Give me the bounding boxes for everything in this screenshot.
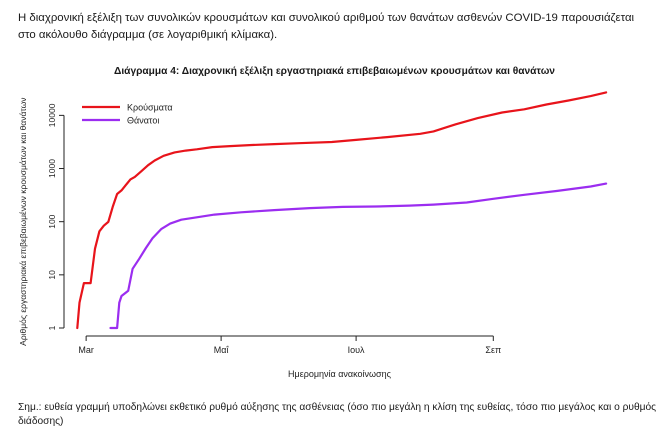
y-tick-label: 10 [47, 270, 57, 280]
series-layer [76, 91, 608, 330]
chart-title: Διάγραμμα 4: Διαχρονική εξέλιξη εργαστηρ… [114, 66, 555, 77]
chart-plot: 1 10 100 1000 10000 Αριθμός εργαστηριακά επιβ… [18, 91, 608, 379]
plot-area: 1 10 100 1000 10000 Αριθμός εργαστηριακά επιβ… [18, 98, 501, 379]
legend-label: Θάνατοι [127, 116, 159, 126]
intro-paragraph: Η διαχρονική εξέλιξη των συνολικών κρουσ… [18, 12, 635, 41]
series-line-1 [76, 91, 608, 330]
y-tick-label: 1000 [47, 159, 57, 178]
legend: Κρούσματα Θάνατοι [82, 103, 173, 126]
legend-label: Κρούσματα [127, 103, 173, 113]
y-tick-label: 10000 [47, 103, 57, 127]
y-tick-label: 1 [47, 325, 57, 330]
x-tick-label: Mar [78, 345, 94, 355]
x-tick-label: Μαΐ [214, 345, 230, 355]
y-tick-label: 100 [47, 214, 57, 228]
series-line-2 [109, 182, 608, 330]
y-axis-label: Αριθμός εργαστηριακά επιβεβαιωμένων κρου… [18, 98, 28, 346]
x-tick-label: Σεπ [485, 345, 501, 355]
x-tick-label: Ιουλ [348, 345, 365, 355]
footnote: Σημ.: ευθεία γραμμή υποδηλώνει εκθετικό … [18, 402, 657, 427]
x-axis-label: Ημερομηνία ανακοίνωσης [288, 369, 392, 379]
